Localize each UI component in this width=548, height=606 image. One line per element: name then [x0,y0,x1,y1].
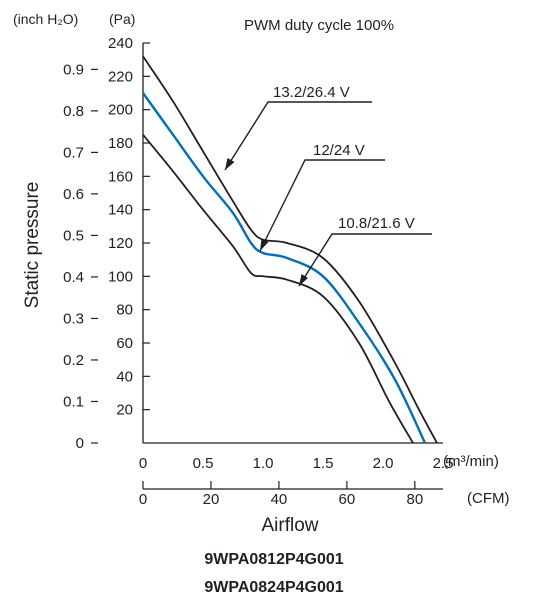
inch-tick-label-0: 0 [76,435,84,452]
cfm-ticks: 0 20 40 60 80 [139,481,423,508]
series-10v-line [142,134,414,444]
inch-tick-label-0.1: 0.1 [63,393,84,410]
inch-tick-label-0.4: 0.4 [63,269,84,286]
series-13v-line [142,55,438,444]
series-12v-line [142,92,427,444]
m3-tick-label-0: 0 [139,455,147,472]
pa-tick-label-20: 20 [116,402,133,419]
inch-tick-label-0.7: 0.7 [63,144,84,161]
pa-tick-label-40: 40 [116,368,133,385]
pa-tick-label-220: 220 [108,68,133,85]
m3-tick-label-1.5: 1.5 [313,455,334,472]
m3-tick-label-2.0: 2.0 [373,455,394,472]
callout-12v: 12/24 V [259,142,385,252]
callout-10v: 10.8/21.6 V [298,215,432,287]
curves [142,55,438,444]
inch-tick-label-0.2: 0.2 [63,352,84,369]
cfm-tick-label-60: 60 [339,491,356,508]
inch-tick-label-0.3: 0.3 [63,310,84,327]
m3-tick-label-2.5: 2.5 [433,455,454,472]
series-label-12v: 12/24 V [313,142,365,159]
series-label-13v: 13.2/26.4 V [273,84,350,101]
cfm-tick-label-20: 20 [203,491,220,508]
pa-ticks: 20 40 60 80 100 120 140 160 180 200 220 240 [108,35,150,419]
callout-13v: 13.2/26.4 V [224,84,372,171]
chart-title: PWM duty cycle 100% [244,17,394,34]
series-label-10v: 10.8/21.6 V [338,215,415,232]
cfm-tick-label-80: 80 [406,491,423,508]
inch-tick-label-0.9: 0.9 [63,61,84,78]
pa-tick-label-140: 140 [108,202,133,219]
model-label-1: 9WPA0812P4G001 [204,551,343,568]
y-axis-title: Static pressure [22,182,43,309]
pa-tick-label-120: 120 [108,235,133,252]
x-unit-m3-label: (m³/min) [443,453,499,470]
y-unit-inch-label: (inch H₂O) [13,11,78,27]
m3-tick-label-1.0: 1.0 [253,455,274,472]
pa-tick-label-80: 80 [116,302,133,319]
cfm-tick-label-40: 40 [271,491,288,508]
pa-tick-label-240: 240 [108,35,133,52]
m3-tick-label-0.5: 0.5 [193,455,214,472]
pa-tick-label-180: 180 [108,135,133,152]
model-label-2: 9WPA0824P4G001 [204,579,343,596]
inch-tick-label-0.6: 0.6 [63,186,84,203]
inch-ticks: 0 0.1 0.2 0.3 0.4 0.5 0.6 0.7 0.8 0.9 [63,61,98,452]
cfm-tick-label-0: 0 [139,491,147,508]
pa-tick-label-100: 100 [108,268,133,285]
x-unit-cfm-label: (CFM) [467,490,509,507]
pa-tick-label-160: 160 [108,168,133,185]
inch-tick-label-0.8: 0.8 [63,103,84,120]
x-axis-title: Airflow [261,515,318,536]
pa-tick-label-200: 200 [108,102,133,119]
m3-ticks: 0 0.5 1.0 1.5 2.0 2.5 [139,455,454,472]
inch-tick-label-0.5: 0.5 [63,227,84,244]
y-unit-pa-label: (Pa) [109,11,135,27]
pa-tick-label-60: 60 [116,335,133,352]
